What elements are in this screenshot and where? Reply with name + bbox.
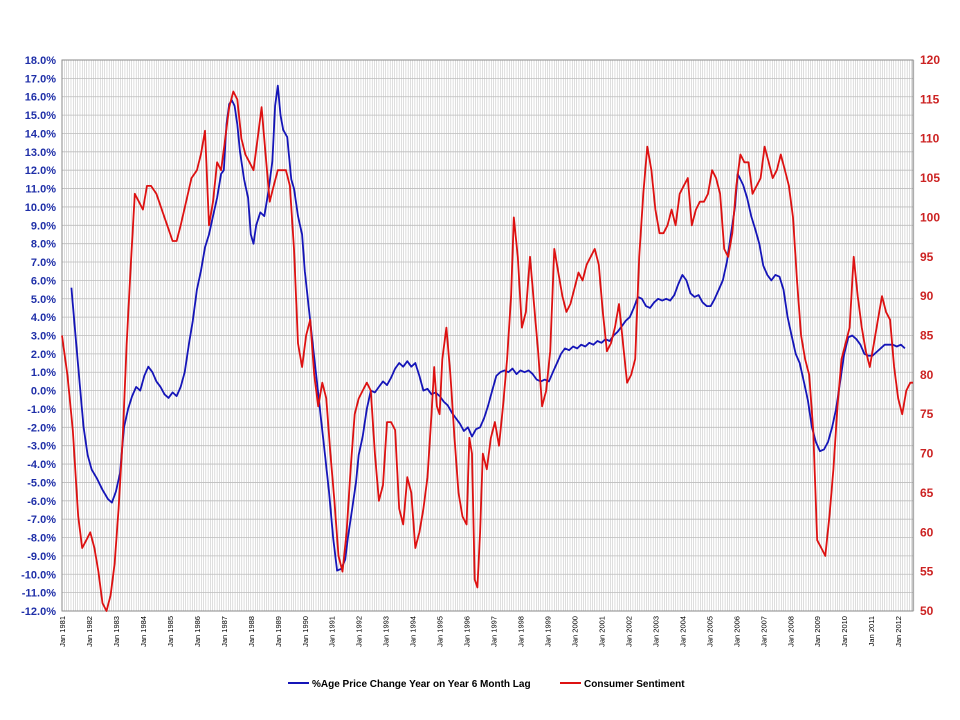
y-right-tick-label: 110: [920, 132, 940, 146]
y-left-tick-label: -12.0%: [21, 606, 56, 618]
x-tick-label: Jan 1990: [301, 616, 310, 647]
y-left-tick-label: -4.0%: [27, 459, 56, 471]
y-left-tick-label: 2.0%: [31, 349, 56, 361]
x-tick-label: Jan 1999: [544, 616, 553, 647]
y-right-tick-label: 120: [920, 53, 940, 67]
y-left-tick-label: 6.0%: [31, 275, 56, 287]
x-tick-label: Jan 2002: [624, 616, 633, 647]
y-left-tick-label: 7.0%: [31, 257, 56, 269]
x-tick-label: Jan 1992: [355, 616, 364, 647]
y-right-tick-label: 70: [920, 447, 934, 461]
y-left-tick-label: 16.0%: [25, 92, 56, 104]
x-tick-label: Jan 2000: [570, 616, 579, 647]
y-left-tick-label: -3.0%: [27, 441, 56, 453]
x-tick-label: Jan 1982: [85, 616, 94, 647]
y-left-tick-label: -11.0%: [22, 588, 56, 600]
x-tick-label: Jan 2010: [840, 616, 849, 647]
y-left-tick-label: 4.0%: [31, 312, 56, 324]
y-right-tick-label: 65: [920, 486, 934, 500]
series-lines: [61, 84, 913, 612]
y-left-tick-label: -5.0%: [27, 477, 56, 489]
y-left-tick-label: 14.0%: [25, 128, 56, 140]
legend: %Age Price Change Year on Year 6 Month L…: [288, 679, 685, 690]
y-left-tick-label: -7.0%: [27, 514, 56, 526]
y-right-tick-label: 90: [920, 289, 934, 303]
y-left-tick-label: -9.0%: [27, 551, 56, 563]
y-left-tick-label: 3.0%: [31, 331, 56, 343]
y-right-tick-label: 115: [920, 92, 940, 106]
x-tick-label: Jan 2009: [813, 616, 822, 647]
x-tick-label: Jan 1996: [463, 616, 472, 647]
y-right-tick-label: 100: [920, 210, 940, 224]
y-right-tick-label: 55: [920, 565, 934, 579]
x-tick-label: Jan 1998: [517, 616, 526, 647]
x-tick-label: Jan 2007: [759, 616, 768, 647]
x-tick-label: Jan 2004: [678, 616, 687, 647]
x-tick-label: Jan 1995: [436, 616, 445, 647]
x-tick-label: Jan 1994: [409, 616, 418, 647]
y-right-tick-label: 95: [920, 250, 934, 264]
x-tick-label: Jan 2006: [732, 616, 741, 647]
x-tick-label: Jan 1987: [220, 616, 229, 647]
x-tick-label: Jan 1983: [112, 616, 121, 647]
y-right-tick-label: 85: [920, 329, 934, 343]
y-left-tick-label: 15.0%: [25, 110, 56, 122]
y-left-tick-label: -1.0%: [27, 404, 56, 416]
y-left-tick-label: 0.0%: [31, 386, 56, 398]
x-tick-label: Jan 2012: [894, 616, 903, 647]
y-left-tick-label: 8.0%: [31, 239, 56, 251]
x-tick-label: Jan 1989: [274, 616, 283, 647]
y-left-tick-label: 9.0%: [31, 220, 56, 232]
y-right-tick-label: 105: [920, 171, 940, 185]
x-tick-label: Jan 1991: [328, 616, 337, 647]
y-left-tick-label: 13.0%: [25, 147, 56, 159]
y-axis-right: 120 115 110 105 100 95 90 85 80 75 70 65 60 55 50: [920, 53, 940, 618]
x-tick-label: Jan 1984: [139, 616, 148, 647]
y-right-tick-label: 60: [920, 525, 934, 539]
x-tick-label: Jan 1993: [382, 616, 391, 647]
line-consumer-sentiment: [61, 90, 913, 612]
y-left-tick-label: 18.0%: [25, 55, 56, 67]
x-tick-label: Jan 2008: [786, 616, 795, 647]
x-tick-label: Jan 2003: [651, 616, 660, 647]
x-tick-label: Jan 1986: [193, 616, 202, 647]
y-left-tick-label: -6.0%: [27, 496, 56, 508]
x-tick-label: Jan 1997: [490, 616, 499, 647]
y-left-tick-label: 12.0%: [25, 165, 56, 177]
legend-label-consumer-sentiment: Consumer Sentiment: [584, 679, 685, 690]
y-right-tick-label: 50: [920, 604, 934, 618]
x-tick-label: Jan 2005: [705, 616, 714, 647]
y-right-tick-label: 80: [920, 368, 934, 382]
x-tick-label: Jan 1988: [247, 616, 256, 647]
x-tick-label: Jan 1985: [166, 616, 175, 647]
y-axis-left: 18.0% 17.0% 16.0% 15.0% 14.0% 13.0% 12.0% 11.0%…: [21, 55, 56, 618]
y-left-tick-label: 10.0%: [25, 202, 56, 214]
x-tick-label: Jan 2011: [867, 616, 876, 646]
y-left-tick-label: -8.0%: [27, 533, 56, 545]
y-left-tick-label: -10.0%: [21, 569, 56, 581]
y-left-tick-label: -2.0%: [27, 422, 56, 434]
gridlines: [61, 59, 915, 612]
x-axis: Jan 1981 Jan 1982 Jan 1983 Jan 1984 Jan 1985…: [58, 616, 903, 647]
y-left-tick-label: 17.0%: [25, 73, 56, 85]
x-tick-label: Jan 2001: [597, 616, 606, 647]
line-price-change: [70, 84, 906, 572]
y-right-tick-label: 75: [920, 407, 934, 421]
y-left-tick-label: 5.0%: [31, 294, 56, 306]
legend-label-price-change: %Age Price Change Year on Year 6 Month L…: [312, 679, 531, 690]
y-left-tick-label: 1.0%: [31, 367, 56, 379]
x-tick-label: Jan 1981: [58, 616, 67, 647]
y-left-tick-label: 11.0%: [25, 184, 56, 196]
